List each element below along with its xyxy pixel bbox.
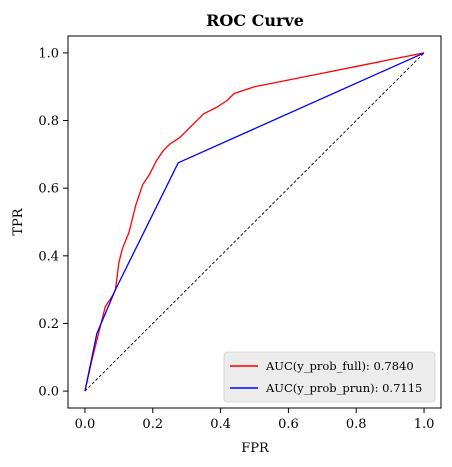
legend: AUC(y_prob_full): 0.7840 AUC(y_prob_prun… [223, 351, 436, 403]
y-tick-label: 0.0 [38, 385, 59, 400]
x-tick-label: 1.0 [414, 417, 435, 432]
y-axis-label: TPR [11, 207, 26, 235]
x-tick-label: 0.4 [210, 417, 231, 432]
legend-box [223, 351, 436, 403]
x-tick-label: 0.6 [278, 417, 299, 432]
x-axis: 0.0 0.2 0.4 0.6 0.8 1.0 [75, 408, 435, 432]
legend-label-prun: AUC(y_prob_prun): 0.7115 [265, 381, 422, 395]
legend-label-full: AUC(y_prob_full): 0.7840 [265, 359, 414, 373]
series-line-prun [84, 52, 425, 392]
y-axis: 0.0 0.2 0.4 0.6 0.8 1.0 [38, 46, 68, 400]
y-tick-label: 0.6 [38, 182, 59, 197]
x-tick-label: 0.0 [75, 417, 96, 432]
y-tick-label: 0.8 [38, 114, 59, 129]
y-tick-label: 1.0 [38, 46, 59, 61]
x-tick-label: 0.8 [346, 417, 367, 432]
series-layer [84, 52, 425, 392]
y-tick-label: 0.2 [38, 317, 59, 332]
x-tick-label: 0.2 [142, 417, 163, 432]
y-tick-label: 0.4 [38, 249, 59, 264]
chart-title: ROC Curve [206, 11, 304, 30]
x-axis-label: FPR [241, 441, 270, 456]
